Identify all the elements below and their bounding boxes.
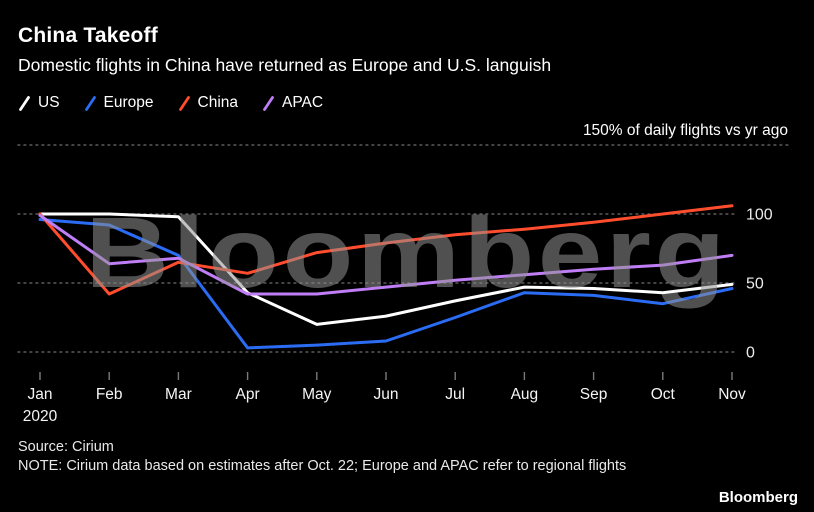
page-subtitle: Domestic flights in China have returned … <box>18 55 552 75</box>
legend-slash-icon <box>19 95 30 111</box>
legend-label: China <box>197 94 239 111</box>
source-note: Source: Cirium <box>18 439 114 455</box>
legend-item-apac: APAC <box>262 94 323 112</box>
page-title: China Takeoff <box>18 24 158 47</box>
x-axis-label: Oct <box>651 386 676 403</box>
methodology-note: NOTE: Cirium data based on estimates aft… <box>18 458 627 474</box>
series-line-us <box>38 212 734 326</box>
x-axis-label: Aug <box>511 386 539 403</box>
legend-item-china: China <box>178 94 239 112</box>
legend-slash-icon <box>178 95 190 111</box>
series-line-europe <box>38 218 734 350</box>
x-axis-label: Mar <box>165 386 192 403</box>
x-axis-label: Feb <box>96 386 123 403</box>
y-axis-label: 100 <box>746 207 773 224</box>
legend: US Europe China APAC <box>18 94 323 112</box>
x-axis-label: Sep <box>580 386 608 403</box>
x-axis-year-label: 2020 <box>23 408 58 425</box>
footer: Source: Cirium NOTE: Cirium data based o… <box>18 438 626 476</box>
bloomberg-logo: Bloomberg <box>718 489 798 506</box>
y-axis-unit-annotation: 150% of daily flights vs yr ago <box>582 122 788 139</box>
chart-header: China Takeoff Domestic flights in China … <box>18 24 551 76</box>
y-axis-label: 0 <box>746 345 755 362</box>
legend-slash-icon <box>84 95 96 111</box>
x-axis-label: Jan <box>28 386 53 403</box>
legend-item-us: US <box>18 94 60 112</box>
legend-slash-icon <box>263 95 274 111</box>
legend-label: Europe <box>103 94 154 111</box>
x-axis-label: Jun <box>374 386 399 403</box>
legend-item-europe: Europe <box>84 94 154 112</box>
series-line-apac <box>38 213 734 296</box>
x-axis-label: May <box>302 386 332 403</box>
x-axis-label: Nov <box>718 386 746 403</box>
x-axis-label: Apr <box>236 386 260 403</box>
legend-label: APAC <box>282 94 324 111</box>
y-axis-label: 50 <box>746 276 764 293</box>
legend-label: US <box>38 94 60 111</box>
x-axis-label: Jul <box>445 386 465 403</box>
series-line-china <box>38 204 734 296</box>
